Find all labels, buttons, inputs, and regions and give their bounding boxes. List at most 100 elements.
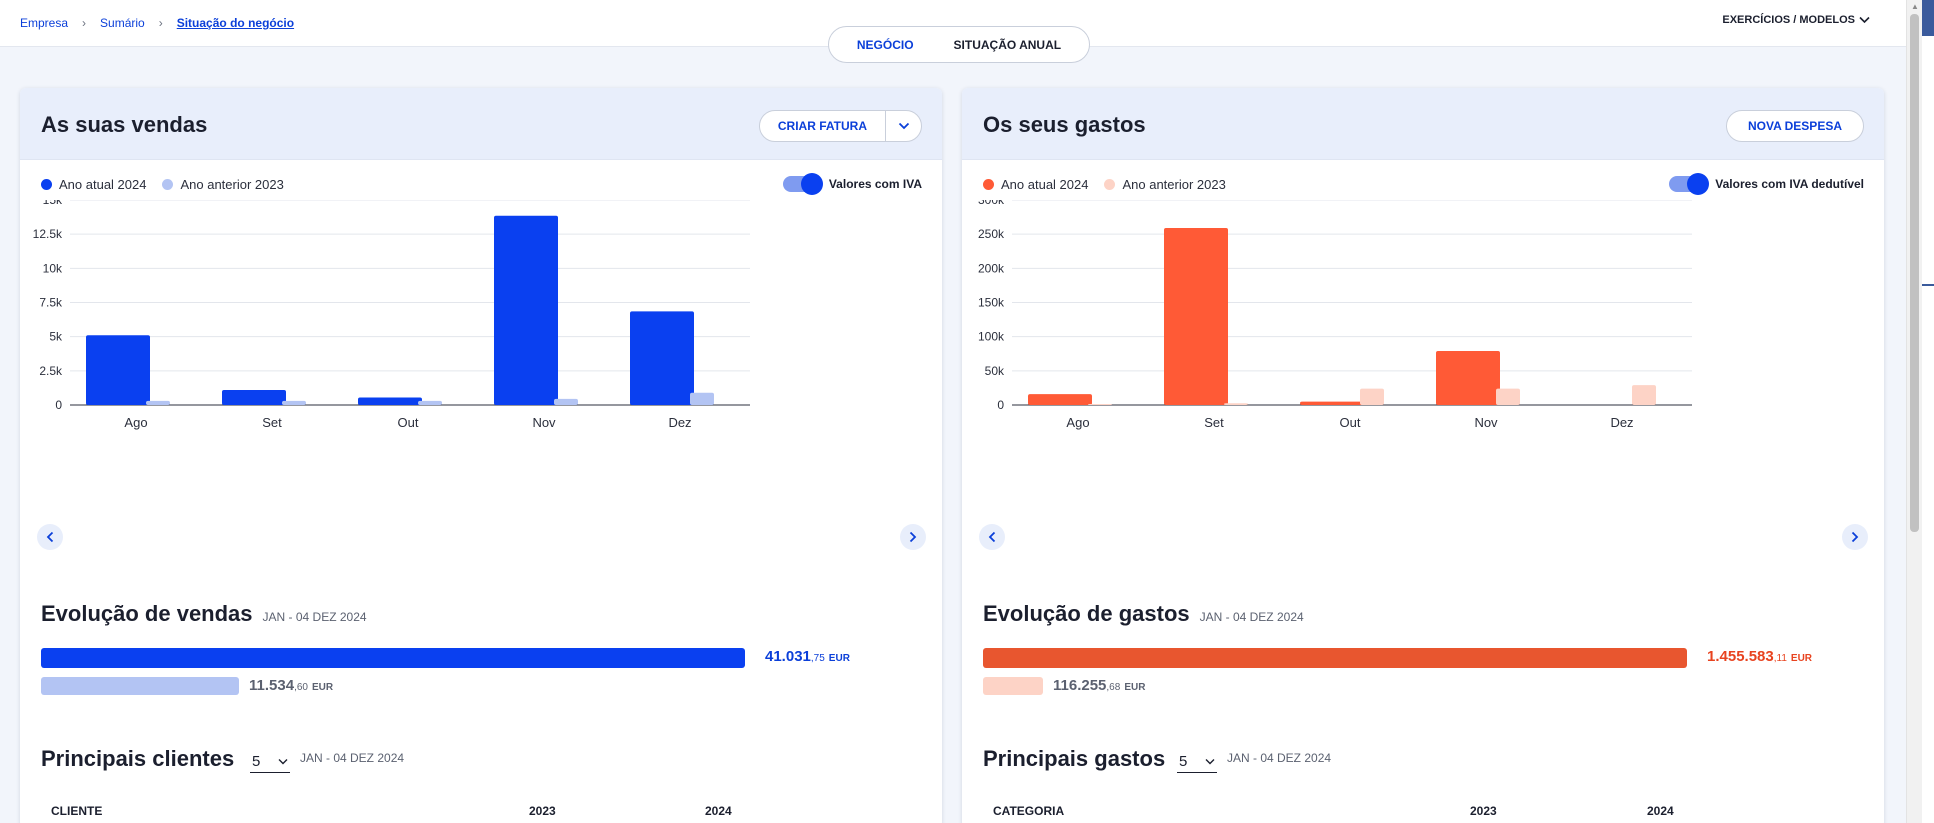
- bar-previous: [690, 392, 714, 405]
- evolution-title-text: Evolução de vendas: [41, 601, 253, 626]
- bar-current: [494, 215, 558, 405]
- y-tick-label: 0: [55, 398, 62, 412]
- chart-next-button[interactable]: [900, 524, 926, 550]
- scroll-up-icon[interactable]: ▲: [1911, 2, 1919, 11]
- top-costs-period: JAN - 04 DEZ 2024: [1227, 751, 1332, 765]
- column-header-categoria[interactable]: CATEGORIA: [993, 804, 1065, 818]
- top-costs-title: Principais gastos: [983, 746, 1165, 772]
- edge-accent: [1922, 284, 1934, 286]
- column-header-cliente[interactable]: CLIENTE: [51, 804, 103, 818]
- bar-current: [1300, 401, 1364, 405]
- bar-current: [1436, 351, 1500, 405]
- top-costs-title-text: Principais gastos: [983, 746, 1166, 771]
- legend-item-current: Ano atual 2024: [41, 177, 146, 192]
- costs-chart: 0 50k 100k 150k 200k 250k 300k Ago Set Out Nov Dez: [978, 200, 1692, 430]
- breadcrumb-current[interactable]: Situação do negócio: [176, 16, 295, 30]
- legend-swatch: [983, 179, 994, 190]
- select-value: 5: [1179, 753, 1188, 770]
- x-tick-label: Nov: [1474, 415, 1498, 430]
- breadcrumb-empresa[interactable]: Empresa: [20, 16, 69, 30]
- sales-legend: Ano atual 2024 Ano anterior 2023: [41, 177, 284, 192]
- chevron-right-icon: ›: [82, 16, 87, 30]
- top-clients-title: Principais clientes: [41, 746, 234, 772]
- bar-current: [222, 389, 286, 405]
- value-integer: 11.534: [249, 677, 295, 694]
- create-invoice-group: CRIAR FATURA: [758, 110, 922, 142]
- y-tick-label: 12.5k: [33, 227, 63, 241]
- evolution-bar-previous: [983, 677, 1043, 695]
- bar-current: [358, 397, 422, 405]
- y-tick-label: 50k: [985, 364, 1005, 378]
- y-tick-label: 15k: [43, 200, 63, 207]
- toggle-knob: [1687, 173, 1710, 195]
- evolution-value-current: 1.455.583,11 EUR: [1707, 648, 1812, 666]
- create-invoice-menu-button[interactable]: [885, 111, 921, 141]
- sales-header: As suas vendas CRIAR FATURA: [20, 88, 942, 160]
- tab-negocio[interactable]: NEGÓCIO: [856, 37, 914, 52]
- toggle-knob: [800, 173, 823, 195]
- bar-previous: [1632, 385, 1656, 405]
- vat-toggle[interactable]: [782, 173, 823, 195]
- deductible-vat-toggle-wrap: Valores com IVA dedutível: [1669, 173, 1864, 195]
- legend-item-previous: Ano anterior 2023: [162, 177, 284, 192]
- y-tick-label: 2.5k: [39, 364, 63, 378]
- chart-prev-button[interactable]: [979, 524, 1005, 550]
- y-tick-label: 0: [997, 398, 1004, 412]
- value-decimals: ,60: [294, 682, 308, 693]
- view-switch: NEGÓCIO SITUAÇÃO ANUAL: [828, 26, 1090, 63]
- exercises-menu[interactable]: EXERCÍCIOS / MODELOS: [1722, 14, 1870, 26]
- column-header-2023[interactable]: 2023: [529, 804, 556, 818]
- column-header-2024[interactable]: 2024: [705, 804, 732, 818]
- chevron-left-icon: [46, 531, 54, 543]
- bar-previous: [418, 400, 442, 405]
- vat-toggle-label: Valores com IVA: [828, 177, 922, 191]
- evolution-value-current: 41.031,75 EUR: [765, 648, 850, 666]
- column-header-2024[interactable]: 2024: [1647, 804, 1674, 818]
- value-decimals: ,75: [810, 653, 825, 664]
- new-expense-button[interactable]: NOVA DESPESA: [1725, 110, 1864, 142]
- value-integer: 1.455.583: [1707, 648, 1774, 665]
- legend-item-current: Ano atual 2024: [983, 177, 1088, 192]
- value-currency: EUR: [1790, 653, 1813, 664]
- bar-previous: [1360, 388, 1384, 405]
- x-tick-label: Set: [262, 415, 282, 430]
- sales-card: As suas vendas CRIAR FATURA Ano atual 20…: [20, 88, 942, 823]
- chevron-left-icon: [988, 531, 996, 543]
- value-integer: 116.255: [1053, 677, 1107, 694]
- y-tick-label: 100k: [978, 330, 1005, 344]
- top-clients-count-select[interactable]: 5: [250, 751, 290, 773]
- bar-previous: [1088, 403, 1112, 405]
- create-invoice-button[interactable]: CRIAR FATURA: [777, 119, 867, 133]
- x-tick-label: Dez: [1610, 415, 1633, 430]
- window-edge: [1922, 0, 1934, 823]
- evolution-title-text: Evolução de gastos: [983, 601, 1190, 626]
- sales-title: As suas vendas: [41, 112, 208, 137]
- chevron-right-icon: [1851, 531, 1859, 543]
- exercises-label: EXERCÍCIOS / MODELOS: [1722, 14, 1855, 26]
- evolution-bar-current: [983, 648, 1687, 668]
- top-costs-count-select[interactable]: 5: [1177, 751, 1217, 773]
- column-header-2023[interactable]: 2023: [1470, 804, 1497, 818]
- chart-prev-button[interactable]: [37, 524, 63, 550]
- page-scrollbar[interactable]: ▲: [1906, 0, 1922, 823]
- x-tick-label: Ago: [124, 415, 147, 430]
- costs-legend: Ano atual 2024 Ano anterior 2023: [983, 177, 1226, 192]
- chart-next-button[interactable]: [1842, 524, 1868, 550]
- evolution-bar-current: [41, 648, 745, 668]
- chevron-down-icon: [1205, 759, 1215, 765]
- x-tick-label: Out: [1340, 415, 1361, 430]
- bar-current: [86, 335, 150, 405]
- bar-current: [1028, 394, 1092, 405]
- legend-label: Ano atual 2024: [1001, 177, 1089, 192]
- tab-situacao-anual[interactable]: SITUAÇÃO ANUAL: [953, 37, 1062, 52]
- y-tick-label: 250k: [978, 227, 1005, 241]
- value-decimals: ,11: [1773, 653, 1787, 664]
- y-tick-label: 10k: [43, 261, 63, 275]
- costs-evolution-title: Evolução de gastos JAN - 04 DEZ 2024: [983, 601, 1304, 627]
- legend-swatch: [1104, 179, 1116, 190]
- scrollbar-thumb[interactable]: [1910, 14, 1919, 532]
- breadcrumb-sumario[interactable]: Sumário: [100, 16, 145, 30]
- breadcrumb: Empresa › Sumário › Situação do negócio: [20, 16, 294, 30]
- costs-card: Os seus gastos NOVA DESPESA Ano atual 20…: [962, 88, 1884, 823]
- deductible-vat-toggle[interactable]: [1669, 173, 1710, 195]
